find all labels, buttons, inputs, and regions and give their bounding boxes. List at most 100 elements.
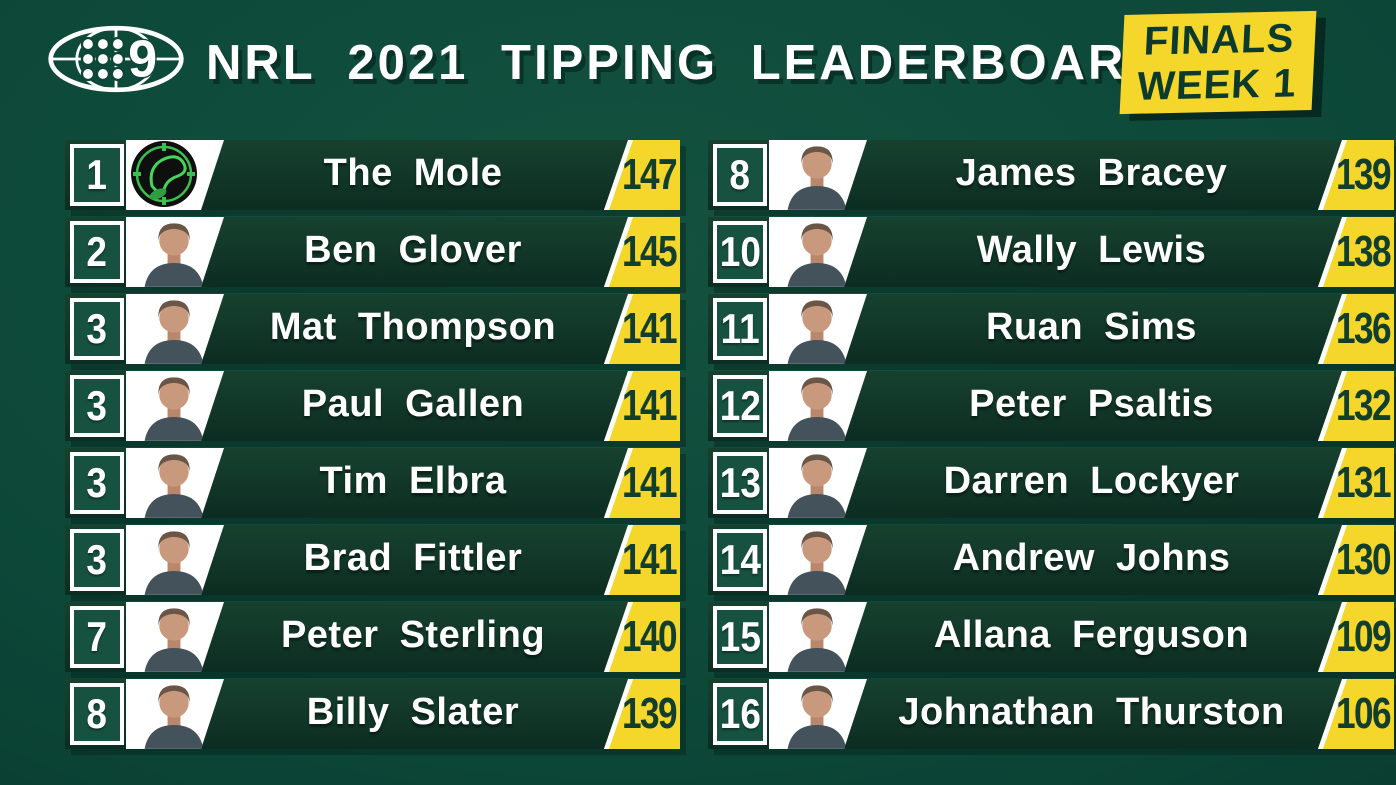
leaderboard-right-column: 8 James Bracey 139 10 Wally Lewis 138 [708, 140, 1394, 749]
player-name: The Mole [323, 152, 503, 194]
person-photo [769, 525, 867, 595]
score-chip: 147 [602, 140, 680, 210]
rank-badge: 3 [70, 298, 124, 360]
leaderboard-row: 8 James Bracey 139 [708, 140, 1394, 210]
leaderboard-row: 2 Ben Glover 145 [65, 217, 680, 287]
score-value: 141 [622, 381, 678, 430]
rank-badge: 11 [713, 298, 767, 360]
score-value: 140 [622, 612, 678, 661]
rank-number: 8 [86, 690, 108, 737]
mole-logo-icon [126, 140, 224, 210]
rank-number: 11 [720, 305, 760, 352]
person-photo [769, 140, 867, 210]
badge-line-1: FINALS [1142, 16, 1296, 64]
rank-badge: 10 [713, 221, 767, 283]
score-value: 130 [1336, 535, 1392, 584]
person-photo [126, 602, 224, 672]
rank-badge: 3 [70, 375, 124, 437]
score-value: 139 [1336, 150, 1392, 199]
rank-number: 3 [86, 536, 108, 583]
person-photo [126, 448, 224, 518]
svg-text:9: 9 [128, 31, 157, 89]
score-value: 139 [622, 689, 678, 738]
rank-number: 13 [719, 459, 761, 506]
score-chip: 141 [602, 525, 680, 595]
person-photo [769, 679, 867, 749]
rank-number: 15 [719, 613, 761, 660]
score-chip: 138 [1316, 217, 1394, 287]
score-value: 136 [1336, 304, 1392, 353]
rank-number: 7 [86, 613, 108, 660]
score-chip: 145 [602, 217, 680, 287]
player-name: Paul Gallen [301, 383, 525, 425]
rank-badge: 16 [713, 683, 767, 745]
person-photo [769, 371, 867, 441]
score-chip: 141 [602, 448, 680, 518]
player-name: Peter Sterling [280, 614, 546, 656]
score-chip: 141 [602, 371, 680, 441]
leaderboard-row: 3 Tim Elbra 141 [65, 448, 680, 518]
person-photo [769, 448, 867, 518]
score-chip: 131 [1316, 448, 1394, 518]
score-chip: 106 [1316, 679, 1394, 749]
rank-badge: 8 [713, 144, 767, 206]
rank-number: 1 [86, 151, 108, 198]
person-photo [126, 294, 224, 364]
player-name: Ruan Sims [986, 306, 1197, 348]
rank-badge: 14 [713, 529, 767, 591]
player-name: Johnathan Thurston [898, 691, 1285, 733]
leaderboard-row: 1 The Mole 147 [65, 140, 680, 210]
person-photo [126, 371, 224, 441]
person-photo [769, 217, 867, 287]
rank-number: 14 [719, 536, 761, 583]
score-value: 145 [622, 227, 678, 276]
page-title: NRL 2021 TIPPING LEADERBOARD [206, 36, 1165, 90]
score-chip: 139 [602, 679, 680, 749]
player-name: Wally Lewis [976, 229, 1207, 271]
header: 9 NRL 2021 TIPPING LEADERBOARD FINALS WE… [0, 0, 1396, 133]
score-value: 141 [622, 535, 678, 584]
rank-badge: 3 [70, 529, 124, 591]
score-value: 106 [1336, 689, 1392, 738]
player-name: Billy Slater [306, 691, 520, 733]
rank-number: 3 [86, 459, 108, 506]
score-chip: 130 [1316, 525, 1394, 595]
person-photo [769, 294, 867, 364]
player-name: Brad Fittler [303, 537, 523, 579]
leaderboard-row: 3 Paul Gallen 141 [65, 371, 680, 441]
leaderboard-row: 3 Brad Fittler 141 [65, 525, 680, 595]
rank-number: 3 [86, 305, 108, 352]
score-value: 109 [1336, 612, 1392, 661]
player-name: Peter Psaltis [969, 383, 1214, 425]
leaderboard-row: 13 Darren Lockyer 131 [708, 448, 1394, 518]
rank-badge: 15 [713, 606, 767, 668]
score-value: 131 [1336, 458, 1392, 507]
score-chip: 109 [1316, 602, 1394, 672]
score-value: 147 [622, 150, 678, 199]
rank-badge: 2 [70, 221, 124, 283]
rank-number: 2 [86, 228, 108, 275]
player-name: Mat Thompson [269, 306, 557, 348]
rank-badge: 3 [70, 452, 124, 514]
score-chip: 136 [1316, 294, 1394, 364]
leaderboard-row: 7 Peter Sterling 140 [65, 602, 680, 672]
leaderboard-row: 15 Allana Ferguson 109 [708, 602, 1394, 672]
rank-badge: 1 [70, 144, 124, 206]
score-chip: 140 [602, 602, 680, 672]
leaderboard-row: 12 Peter Psaltis 132 [708, 371, 1394, 441]
score-value: 141 [622, 458, 678, 507]
badge-line-2: WEEK 1 [1136, 60, 1298, 109]
person-photo [769, 602, 867, 672]
score-value: 132 [1336, 381, 1392, 430]
leaderboard-row: 10 Wally Lewis 138 [708, 217, 1394, 287]
person-photo [126, 679, 224, 749]
rank-number: 8 [729, 151, 751, 198]
rank-badge: 13 [713, 452, 767, 514]
leaderboard-row: 3 Mat Thompson 141 [65, 294, 680, 364]
player-name: Andrew Johns [952, 537, 1231, 579]
player-name: Tim Elbra [319, 460, 507, 502]
leaderboard-row: 14 Andrew Johns 130 [708, 525, 1394, 595]
score-value: 141 [622, 304, 678, 353]
rank-badge: 7 [70, 606, 124, 668]
